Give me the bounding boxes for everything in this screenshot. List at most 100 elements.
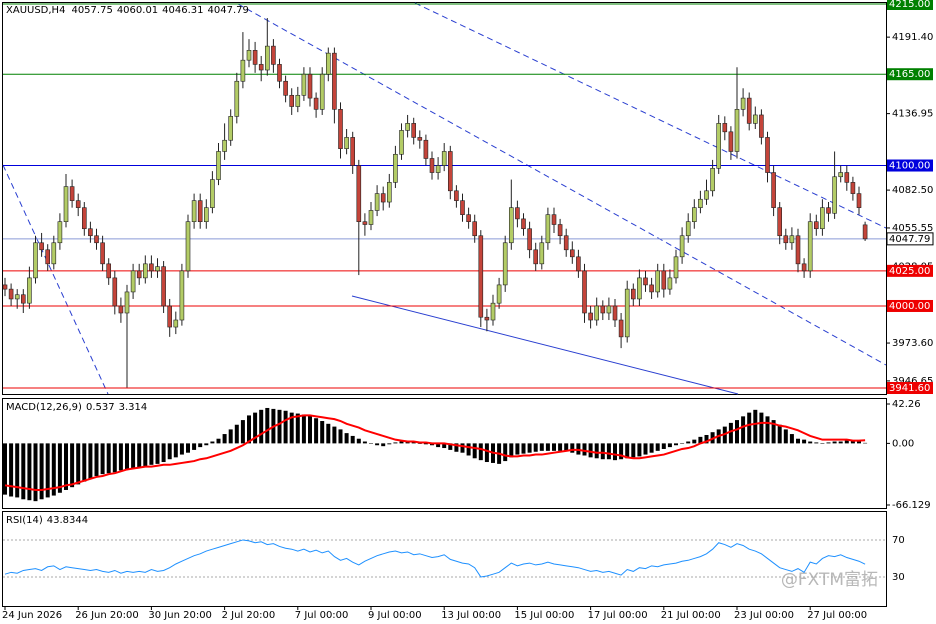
candle-body — [228, 116, 233, 141]
candle-body — [240, 59, 246, 82]
macd-bar — [728, 422, 733, 444]
candle-body — [344, 137, 349, 149]
trend-line — [351, 295, 739, 395]
level-tag — [887, 0, 933, 10]
open: 4057.75 — [71, 5, 112, 16]
macd-bar — [820, 443, 825, 444]
macd-bar — [594, 443, 599, 459]
candle-body — [136, 270, 142, 279]
candle-body — [850, 182, 856, 194]
candle-body — [350, 137, 356, 166]
candle-body — [752, 114, 758, 124]
candle-body — [521, 218, 526, 230]
candle-body — [826, 207, 831, 214]
candle-body — [179, 270, 185, 321]
x-tick-label: 21 Jul 00:00 — [661, 610, 721, 621]
candle-body — [399, 130, 404, 155]
candle-body — [51, 242, 57, 265]
macd-bar — [759, 412, 764, 444]
candle-body — [856, 193, 862, 208]
macd-bar — [167, 443, 172, 460]
macd-bar — [228, 429, 233, 444]
macd-y-tick-label: -66.129 — [892, 500, 931, 511]
macd-bar — [106, 443, 111, 474]
trend-lines — [2, 2, 887, 395]
macd-title: MACD(12,26,9) — [6, 402, 82, 413]
candle-body — [441, 151, 447, 166]
macd-bar — [472, 443, 477, 459]
macd-bar — [283, 410, 288, 444]
macd-bar — [857, 441, 861, 444]
x-tick-label: 13 Jul 00:00 — [441, 610, 501, 621]
macd-bar — [15, 443, 20, 498]
candle-body — [143, 263, 148, 279]
macd-bar — [539, 443, 544, 451]
macd-bar — [265, 407, 270, 444]
macd-bar — [301, 414, 306, 444]
candle-body — [447, 151, 453, 192]
macd-bar — [454, 443, 459, 452]
macd-bar — [149, 443, 154, 465]
rsi-line — [4, 539, 866, 578]
candle-body — [69, 186, 75, 201]
macd-bar — [375, 443, 380, 446]
macd-bar — [466, 443, 471, 456]
candle-body — [368, 210, 374, 225]
candle-body — [795, 235, 801, 265]
candle-body — [594, 305, 600, 321]
macd-header: MACD(12,26,9) 0.537 3.314 — [6, 402, 147, 413]
candle-body — [649, 284, 654, 293]
high: 4060.01 — [117, 5, 158, 16]
macd-bar — [192, 443, 197, 450]
level-tag — [887, 264, 933, 277]
candle-body — [746, 97, 752, 124]
macd-y-tick-label: 0.00 — [892, 438, 914, 449]
macd-bar — [51, 443, 56, 496]
macd-bar — [320, 421, 325, 444]
candle-body — [277, 64, 282, 82]
x-tick-label: 26 Jun 20:00 — [75, 610, 139, 621]
candle-body — [222, 139, 227, 152]
macd-bar — [692, 439, 697, 444]
macd-bar — [350, 435, 355, 444]
macd-bar — [619, 443, 624, 460]
candle-body — [112, 277, 118, 307]
macd-bar — [234, 424, 239, 444]
candle-body — [356, 165, 362, 223]
candle-body — [106, 263, 111, 279]
y-tick-label: 3973.60 — [892, 338, 933, 349]
candle-body — [124, 291, 130, 314]
candle-body — [118, 305, 124, 314]
macd-bar — [814, 442, 819, 444]
macd-bar — [558, 443, 563, 451]
candle-body — [295, 94, 301, 107]
macd-bar — [399, 441, 404, 444]
candle-body — [33, 242, 38, 279]
candle-body — [149, 263, 154, 272]
macd-panel — [2, 398, 887, 509]
macd-bar — [417, 443, 422, 444]
macd-bar — [680, 443, 685, 444]
macd-bar — [3, 443, 7, 495]
macd-bar — [442, 443, 447, 449]
x-tick-label: 27 Jul 00:00 — [807, 610, 867, 621]
x-tick-label: 23 Jul 00:00 — [734, 610, 794, 621]
candle-body — [777, 207, 783, 237]
candle-body — [246, 50, 252, 61]
macd-bar — [259, 409, 264, 444]
candle-body — [801, 263, 807, 272]
candle-body — [63, 186, 69, 223]
macd-bar — [161, 443, 166, 463]
candle-body — [637, 277, 642, 300]
current-price-tag — [886, 232, 934, 246]
candle-body — [576, 256, 581, 272]
candle-body — [82, 207, 87, 230]
candle-body — [8, 288, 14, 300]
macd-bar — [411, 442, 416, 444]
macd-bar — [137, 443, 142, 468]
macd-bar — [9, 443, 14, 497]
macd-bar — [527, 443, 532, 453]
candle-body — [734, 109, 740, 152]
macd-bar — [70, 443, 75, 488]
macd-bar — [643, 443, 648, 455]
